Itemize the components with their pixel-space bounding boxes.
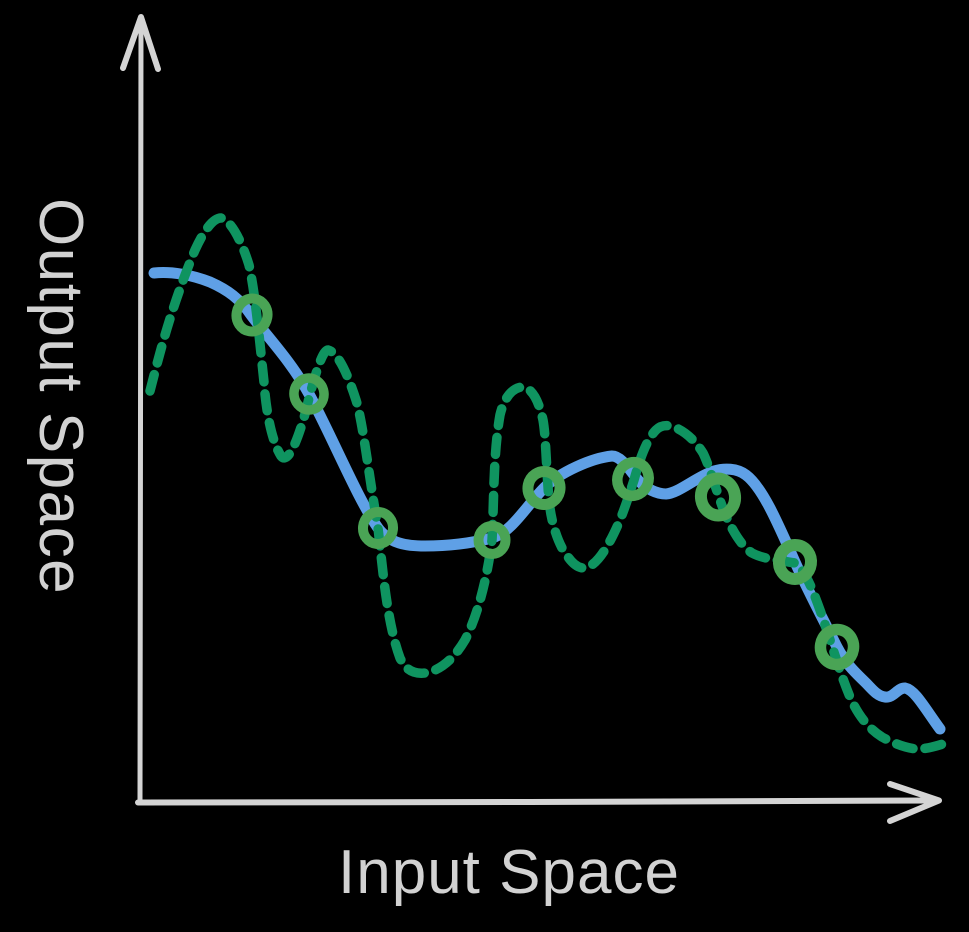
- svg-text:Input Space: Input Space: [338, 838, 680, 907]
- svg-text:Output Space: Output Space: [26, 198, 95, 595]
